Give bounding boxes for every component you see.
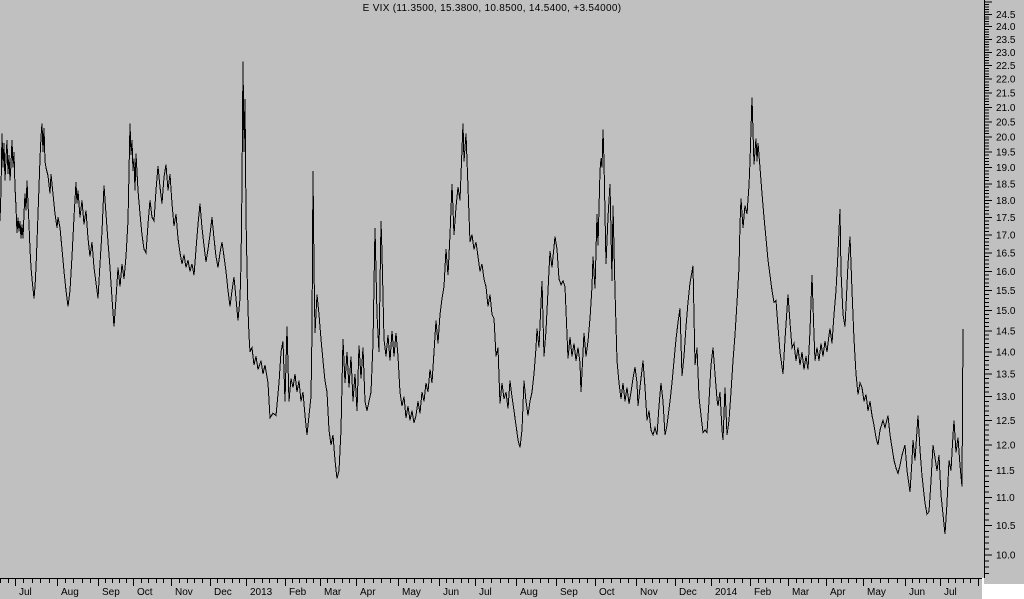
x-axis: Jul Aug Sep Oct Nov Dec 2013 Feb Mar Apr May Jun Jul… <box>0 578 982 599</box>
svg-text:14.5: 14.5 <box>996 326 1016 337</box>
price-line-canvas[interactable] <box>0 0 984 578</box>
svg-text:Dec: Dec <box>214 587 232 598</box>
svg-text:15.5: 15.5 <box>996 286 1016 297</box>
svg-text:22.5: 22.5 <box>996 61 1016 72</box>
svg-text:Jul: Jul <box>944 587 957 598</box>
svg-text:Apr: Apr <box>360 587 376 598</box>
svg-text:10.5: 10.5 <box>996 521 1016 532</box>
svg-text:Nov: Nov <box>640 587 658 598</box>
svg-text:Sep: Sep <box>560 587 578 598</box>
svg-text:16.5: 16.5 <box>996 248 1016 259</box>
svg-text:22.0: 22.0 <box>996 75 1016 86</box>
chart-title: E VIX (11.3500, 15.3800, 10.8500, 14.540… <box>362 3 622 14</box>
svg-text:May: May <box>867 587 886 598</box>
chart-plot-area[interactable]: E VIX (11.3500, 15.3800, 10.8500, 14.540… <box>0 0 984 578</box>
svg-text:20.5: 20.5 <box>996 117 1016 128</box>
svg-text:18.0: 18.0 <box>996 196 1016 207</box>
svg-text:10.0: 10.0 <box>996 551 1016 562</box>
svg-text:Mar: Mar <box>792 587 810 598</box>
svg-text:Nov: Nov <box>175 587 193 598</box>
svg-text:11.0: 11.0 <box>996 493 1015 504</box>
svg-text:Sep: Sep <box>102 587 120 598</box>
svg-text:24.0: 24.0 <box>996 22 1016 33</box>
svg-text:20.0: 20.0 <box>996 132 1016 143</box>
svg-text:23.5: 23.5 <box>996 35 1016 46</box>
svg-text:12.0: 12.0 <box>996 441 1016 452</box>
y-axis-ticks <box>985 1 992 574</box>
x-axis-scale: Jul Aug Sep Oct Nov Dec 2013 Feb Mar Apr May Jun Jul… <box>0 578 982 598</box>
svg-text:18.5: 18.5 <box>996 179 1016 190</box>
svg-text:Feb: Feb <box>754 587 772 598</box>
svg-text:14.0: 14.0 <box>996 348 1016 359</box>
y-axis-scale: 24.524.0 23.5 23.0 22.5 22.0 21.5 21.0 20.5 20.0… <box>984 0 1016 578</box>
svg-text:19.5: 19.5 <box>996 148 1016 159</box>
svg-text:Dec: Dec <box>679 587 697 598</box>
svg-text:12.5: 12.5 <box>996 416 1016 427</box>
svg-text:11.5: 11.5 <box>996 466 1015 477</box>
svg-text:24.5: 24.5 <box>996 10 1016 21</box>
svg-text:15.0: 15.0 <box>996 306 1016 317</box>
y-axis: 24.5 24.0 23.5 23.0 22.5 22.0 21.5 21.0 20.5 20.0… <box>984 0 1024 584</box>
svg-text:19.0: 19.0 <box>996 163 1016 174</box>
svg-text:Oct: Oct <box>137 587 153 598</box>
svg-text:21.0: 21.0 <box>996 103 1016 114</box>
svg-text:17.5: 17.5 <box>996 213 1016 224</box>
svg-text:Feb: Feb <box>289 587 307 598</box>
svg-text:Mar: Mar <box>324 587 342 598</box>
svg-text:21.5: 21.5 <box>996 89 1016 100</box>
svg-text:13.5: 13.5 <box>996 369 1016 380</box>
x-axis-labels: Jul Aug Sep Oct Nov Dec 2013 Feb Mar Apr May Jun Jul… <box>19 587 957 598</box>
svg-text:Apr: Apr <box>830 587 846 598</box>
price-line <box>0 61 964 535</box>
svg-text:2013: 2013 <box>250 587 273 598</box>
svg-text:May: May <box>402 587 421 598</box>
svg-text:Oct: Oct <box>599 587 615 598</box>
svg-text:2014: 2014 <box>715 587 738 598</box>
svg-text:Jul: Jul <box>479 587 492 598</box>
y-axis-labels: 24.524.0 23.5 23.0 22.5 22.0 21.5 21.0 20.5 20.0… <box>996 10 1016 562</box>
svg-text:Jul: Jul <box>19 587 32 598</box>
svg-text:Aug: Aug <box>520 587 538 598</box>
svg-text:13.0: 13.0 <box>996 392 1016 403</box>
svg-text:Jun: Jun <box>443 587 459 598</box>
x-axis-ticks <box>0 579 979 586</box>
svg-text:23.0: 23.0 <box>996 48 1016 59</box>
svg-text:Jun: Jun <box>909 587 925 598</box>
svg-text:Aug: Aug <box>61 587 79 598</box>
svg-text:17.0: 17.0 <box>996 230 1016 241</box>
svg-text:16.0: 16.0 <box>996 267 1016 278</box>
